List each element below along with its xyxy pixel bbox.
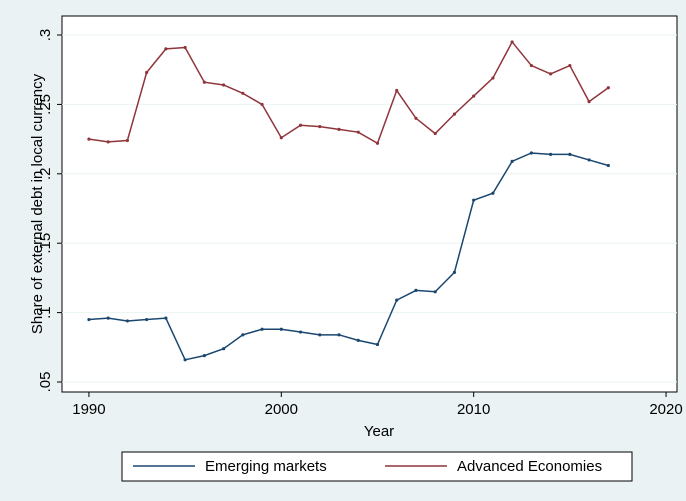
- y-axis-label: Share of external debt in local currency: [29, 73, 46, 334]
- x-axis-label: Year: [364, 423, 394, 440]
- series-line: [88, 152, 609, 361]
- y-tick-label: .25: [37, 94, 54, 115]
- point: [241, 333, 245, 337]
- point: [472, 198, 476, 202]
- point: [318, 333, 322, 337]
- point: [529, 151, 533, 155]
- point: [491, 76, 495, 80]
- point: [87, 137, 91, 141]
- point: [298, 330, 303, 334]
- x-tick-label: 2010: [457, 401, 490, 418]
- point: [452, 112, 457, 116]
- point: [414, 288, 418, 293]
- point: [375, 342, 380, 347]
- point: [221, 347, 226, 351]
- legend: [121, 451, 633, 482]
- point: [491, 191, 495, 195]
- point: [202, 354, 206, 358]
- point: [337, 333, 341, 337]
- point: [433, 290, 437, 294]
- point: [279, 136, 283, 140]
- point: [568, 152, 572, 156]
- point: [298, 123, 303, 127]
- point: [568, 63, 572, 68]
- point: [587, 100, 591, 104]
- legend-label: Emerging markets: [205, 458, 327, 475]
- point: [452, 270, 457, 274]
- y-tick-label: .1: [37, 306, 54, 319]
- y-tick-label: .05: [37, 372, 54, 393]
- point: [433, 131, 437, 136]
- point: [106, 316, 110, 320]
- legend-label: Advanced Economies: [457, 458, 602, 475]
- point: [549, 72, 553, 76]
- point: [183, 45, 187, 50]
- point: [221, 83, 226, 87]
- point: [241, 91, 245, 95]
- point: [125, 138, 130, 143]
- point: [549, 152, 553, 156]
- point: [279, 327, 283, 331]
- y-tick-label: .2: [37, 168, 54, 181]
- point: [395, 298, 399, 302]
- point: [606, 86, 610, 90]
- point: [529, 63, 533, 68]
- point: [125, 319, 130, 323]
- point: [356, 130, 360, 134]
- point: [106, 140, 110, 144]
- point: [145, 70, 149, 75]
- point: [356, 338, 360, 342]
- x-tick-label: 2000: [265, 401, 298, 418]
- point: [587, 158, 591, 162]
- x-tick-label: 2020: [649, 401, 682, 418]
- point: [337, 127, 341, 131]
- point: [202, 80, 206, 84]
- point: [260, 102, 264, 107]
- point: [87, 317, 91, 322]
- point: [510, 159, 514, 163]
- point: [318, 125, 322, 129]
- x-tick-label: 1990: [72, 401, 105, 418]
- y-tick-label: .15: [37, 233, 54, 254]
- plot-area: [61, 15, 678, 393]
- point: [164, 316, 168, 320]
- y-tick-label: .3: [37, 29, 54, 42]
- point: [414, 116, 418, 120]
- point: [164, 47, 168, 51]
- point: [145, 317, 149, 322]
- point: [375, 141, 380, 145]
- point: [260, 327, 264, 331]
- point: [606, 163, 610, 168]
- point: [183, 358, 187, 362]
- point: [395, 88, 399, 93]
- point: [472, 94, 476, 98]
- series-line: [88, 40, 609, 145]
- point: [510, 40, 514, 44]
